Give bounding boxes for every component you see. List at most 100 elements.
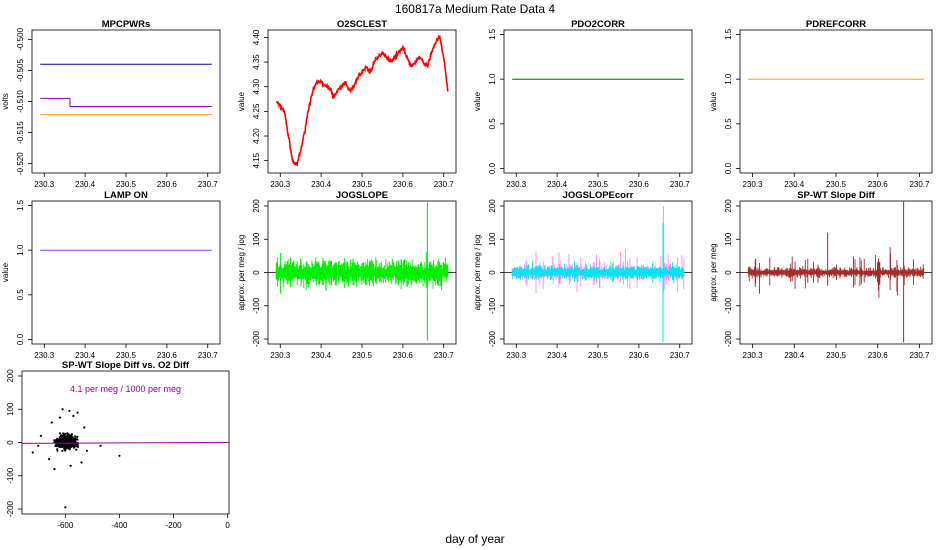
scatter-point xyxy=(76,444,79,447)
panel-jogslopecorr: JOGSLOPEcorr approx. per meg / jog 230.3 23… xyxy=(473,190,693,360)
y-tick-label: 0.0 xyxy=(16,333,25,345)
plot-frame xyxy=(31,29,221,174)
panels: MPCPWRs volts 230.3 230.4 230.5 230.6 230.7 -0.… xyxy=(1,19,933,530)
y-tick-label: -0.505 xyxy=(16,59,25,82)
x-tick-label: 230.3 xyxy=(506,180,527,189)
scatter-point xyxy=(61,408,64,411)
scatter-point xyxy=(76,411,79,414)
x-tick-label: 230.5 xyxy=(352,351,373,360)
y-tick-label: 4.20 xyxy=(252,128,261,144)
series-trace xyxy=(747,247,925,298)
y-tick-label: 100 xyxy=(252,232,261,246)
scatter-point xyxy=(57,438,60,441)
y-tick-label: -200 xyxy=(252,330,261,347)
y-tick-label: 200 xyxy=(488,199,497,213)
panel-mpcpwrs: MPCPWRs volts 230.3 230.4 230.5 230.6 230.7 -0.… xyxy=(1,19,221,189)
y-tick-label: -100 xyxy=(6,467,15,484)
y-tick-label: 1.0 xyxy=(16,244,25,256)
y-tick-label: -200 xyxy=(6,500,15,517)
series-trace xyxy=(511,260,685,284)
y-tick-label: -200 xyxy=(488,330,497,347)
scatter-point xyxy=(53,468,56,471)
y-tick-label: 0.0 xyxy=(724,162,733,174)
x-tick-label: 230.5 xyxy=(826,351,847,360)
panel-spwtslopediff: SP-WT Slope Diff approx. per meg 230.3 230.… xyxy=(709,190,933,360)
scatter-point xyxy=(69,435,72,439)
scatter-point xyxy=(61,437,65,440)
x-tick-label: 230.6 xyxy=(393,351,414,360)
x-tick-label: 230.4 xyxy=(547,180,568,189)
y-tick-label: -0.510 xyxy=(16,90,25,113)
plot-frame xyxy=(503,29,693,174)
y-axis-label: value xyxy=(473,91,482,111)
panel-title: MPCPWRs xyxy=(102,19,151,30)
scatter-point xyxy=(58,432,62,435)
x-tick-label: 230.3 xyxy=(34,180,55,189)
series-line xyxy=(276,34,449,166)
y-tick-label: 100 xyxy=(724,232,733,246)
x-tick-label: 230.4 xyxy=(75,180,96,189)
panel-pdrefcorr: PDREFCORR value 230.3 230.4 230.5 230.6 230.7 0… xyxy=(709,19,933,189)
scatter-point xyxy=(66,432,69,435)
y-axis-label: approx. per meg / jog xyxy=(473,235,482,311)
x-tick-label: 230.7 xyxy=(198,351,219,360)
y-tick-label: 4.30 xyxy=(252,78,261,94)
x-tick-label: 230.4 xyxy=(311,351,332,360)
x-tick-label: 230.3 xyxy=(743,351,764,360)
x-tick-label: 230.6 xyxy=(393,180,414,189)
y-tick-label: 200 xyxy=(252,199,261,213)
panel-o2sclest: O2SCLEST value 230.3 230.4 230.5 230.6 230.7 4.… xyxy=(237,19,457,189)
y-tick-label: 4.40 xyxy=(252,29,261,45)
y-tick-label: 1.5 xyxy=(16,199,25,211)
x-tick-label: 230.3 xyxy=(506,351,527,360)
x-tick-label: 230.6 xyxy=(868,351,889,360)
x-tick-label: 230.5 xyxy=(352,180,373,189)
scatter-point xyxy=(76,435,79,438)
y-tick-label: 100 xyxy=(6,402,15,416)
x-tick-label: 230.7 xyxy=(909,351,930,360)
plot-area xyxy=(740,201,932,343)
scatter-point xyxy=(63,433,66,436)
panel-pdo2corr: PDO2CORR value 230.3 230.4 230.5 230.6 230.7 0.… xyxy=(473,19,693,189)
scatter-point xyxy=(72,414,75,417)
y-axis-label: value xyxy=(709,91,718,111)
scatter-point xyxy=(59,434,63,437)
panel-title: PDREFCORR xyxy=(806,19,866,30)
panel-jogslope: JOGSLOPE approx. per meg / jog 230.3 230.4 2… xyxy=(237,190,457,360)
y-axis-label: volts xyxy=(1,93,10,109)
plot-frame xyxy=(739,29,933,174)
y-tick-label: 1.0 xyxy=(724,73,733,85)
figure-title: 160817a Medium Rate Data 4 xyxy=(395,2,555,16)
y-tick-label: -100 xyxy=(488,297,497,314)
y-tick-label: -0.515 xyxy=(16,121,25,144)
panel-title: JOGSLOPEcorr xyxy=(563,190,634,201)
scatter-point xyxy=(56,448,59,451)
scatter-point xyxy=(76,445,79,448)
scatter-point xyxy=(85,449,88,452)
fit-line xyxy=(22,441,229,444)
panel-title: SP-WT Slope Diff xyxy=(797,190,875,201)
scatter-point xyxy=(69,464,72,467)
scatter-point xyxy=(58,416,62,419)
x-tick-label: 230.5 xyxy=(116,180,137,189)
scatter-point xyxy=(67,445,70,448)
scatter-point xyxy=(53,439,56,442)
y-tick-label: 0 xyxy=(6,440,15,445)
scatter-point xyxy=(59,436,63,439)
scatter-point xyxy=(71,440,74,443)
scatter-point xyxy=(118,454,121,457)
plot-frame xyxy=(267,29,457,174)
y-tick-label: 4.35 xyxy=(252,54,261,70)
scatter-point xyxy=(65,435,68,439)
y-axis-label: value xyxy=(237,91,246,111)
x-tick-label: 230.6 xyxy=(157,180,178,189)
y-axis-label: value xyxy=(1,262,10,282)
fit-annotation: 4.1 per meg / 1000 per meg xyxy=(70,384,181,394)
plot-area xyxy=(276,34,449,166)
x-tick-label: 0 xyxy=(225,521,230,530)
x-tick-label: 230.7 xyxy=(670,351,691,360)
panel-title: O2SCLEST xyxy=(337,19,387,30)
panel-lampon: LAMP ON value 230.3 230.4 230.5 230.6 230.7 0.0… xyxy=(1,190,221,360)
x-tick-label: -200 xyxy=(166,521,183,530)
